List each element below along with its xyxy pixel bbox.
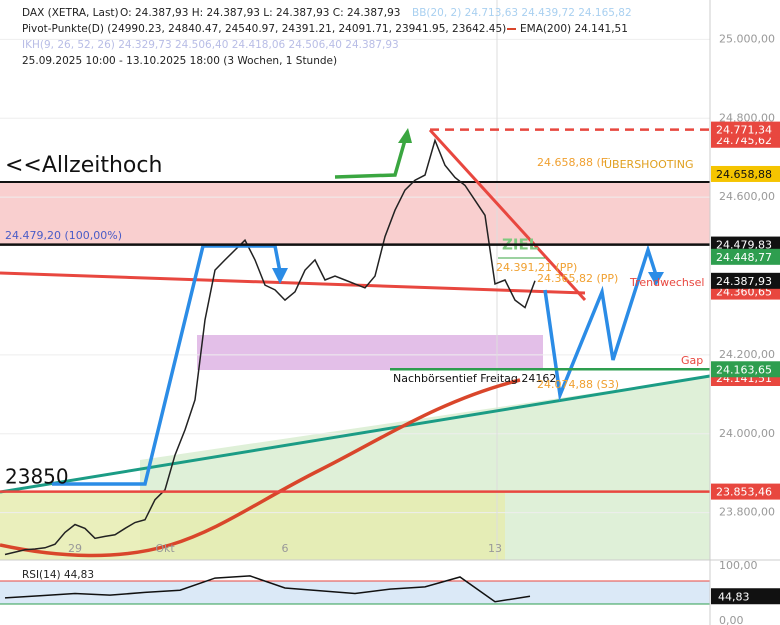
price-label: 24.448,77 (716, 251, 772, 264)
date-range: 25.09.2025 10:00 - 13.10.2025 18:00 (3 W… (22, 55, 337, 67)
levels: 24.745,6224.771,3424.658,8824.479,8324.4… (0, 121, 780, 500)
annotation: Trendwechsel (629, 276, 704, 289)
annotation: 24.479,20 (100,00%) (5, 229, 122, 242)
price-line (4, 138, 536, 556)
gap-zone (197, 335, 543, 370)
price-label: 24.479,83 (716, 239, 772, 252)
price-label-box (711, 248, 780, 265)
symbol: DAX (XETRA, Last) (22, 7, 119, 19)
rsi-value-label: 44,83 (718, 590, 750, 603)
price-label: 24.771,34 (716, 124, 772, 137)
ema: EMA(200) 24.141,51 (520, 23, 628, 35)
rsi-tick-label: 100,00 (719, 559, 758, 572)
y-tick-label: 25.000,00 (719, 32, 775, 45)
price-label: 24.360,65 (716, 286, 772, 299)
rsi-line (4, 575, 531, 603)
arrow-head (398, 128, 412, 143)
rsi: 100,00 0,00 44,83 (4, 559, 780, 625)
rsi-label: RSI(14) 44,83 (22, 569, 94, 581)
x-axis: 29 Okt 6 13 (68, 542, 502, 555)
annotation: 23850 (5, 465, 69, 489)
price-label: 24.387,93 (716, 275, 772, 288)
price-label: 23.853,46 (716, 486, 772, 499)
up-arrow (334, 139, 407, 179)
y-tick-label: 24.600,00 (719, 190, 775, 203)
price-label: 24.658,88 (716, 168, 772, 181)
annotation: 24.391,21 (PP) (496, 261, 577, 274)
zones (0, 183, 710, 560)
price-label-box (711, 272, 780, 289)
header: DAX (XETRA, Last) O: 24.387,93 H: 24.387… (22, 7, 632, 67)
price-label-box (711, 165, 780, 182)
forecast-arrow (543, 244, 658, 402)
annotation: <<Allzeithoch (5, 153, 162, 178)
rsi-tick-label: 0,00 (719, 614, 744, 625)
x-tick-label: 6 (282, 542, 289, 555)
annotation: Gap (681, 354, 703, 367)
x-tick-label: Okt (155, 542, 175, 555)
trendline (428, 128, 587, 302)
price-label-box (711, 236, 780, 253)
base-zone (0, 492, 505, 560)
trendline (0, 374, 711, 494)
price-label-box (711, 483, 780, 500)
arrow-head (272, 268, 288, 284)
price-label-box (711, 361, 780, 378)
trendline (0, 271, 586, 295)
arrow-head (648, 272, 664, 286)
annotation: 24.074,88 (S3) (537, 378, 619, 391)
x-tick-label: 29 (68, 542, 82, 555)
x-tick-label: 13 (488, 542, 502, 555)
bb: BB(20, 2) 24.713,63 24.439,72 24.165,82 (412, 7, 632, 19)
annotation: ÜBERSHOOTING (604, 158, 693, 171)
y-tick-label: 24.200,00 (719, 348, 775, 361)
price-label: 24.163,65 (716, 363, 772, 376)
rsi-band (0, 581, 710, 604)
ikh: IKH(9, 26, 52, 26) 24.329,73 24.506,40 2… (22, 39, 399, 51)
ohlc: O: 24.387,93 H: 24.387,93 L: 24.387,93 C… (120, 7, 400, 19)
rsi-value-box (711, 588, 780, 605)
annotation: 24.658,88 (F (537, 156, 607, 169)
y-tick-label: 24.000,00 (719, 427, 775, 440)
y-tick-label: 23.800,00 (719, 506, 775, 519)
price (4, 138, 536, 556)
price-label-box (711, 121, 780, 138)
y-tick-label: 24.800,00 (719, 111, 775, 124)
annotation: 24.365,82 (PP) (537, 272, 618, 285)
annotation: Nachbörsentief Freitag 24162 (393, 372, 556, 385)
resistance-zone (0, 183, 710, 244)
pivot: Pivot-Punkte(D) (24990.23, 24840.47, 245… (22, 23, 506, 35)
forecast-arrow (52, 244, 282, 486)
ema-line (0, 378, 521, 558)
